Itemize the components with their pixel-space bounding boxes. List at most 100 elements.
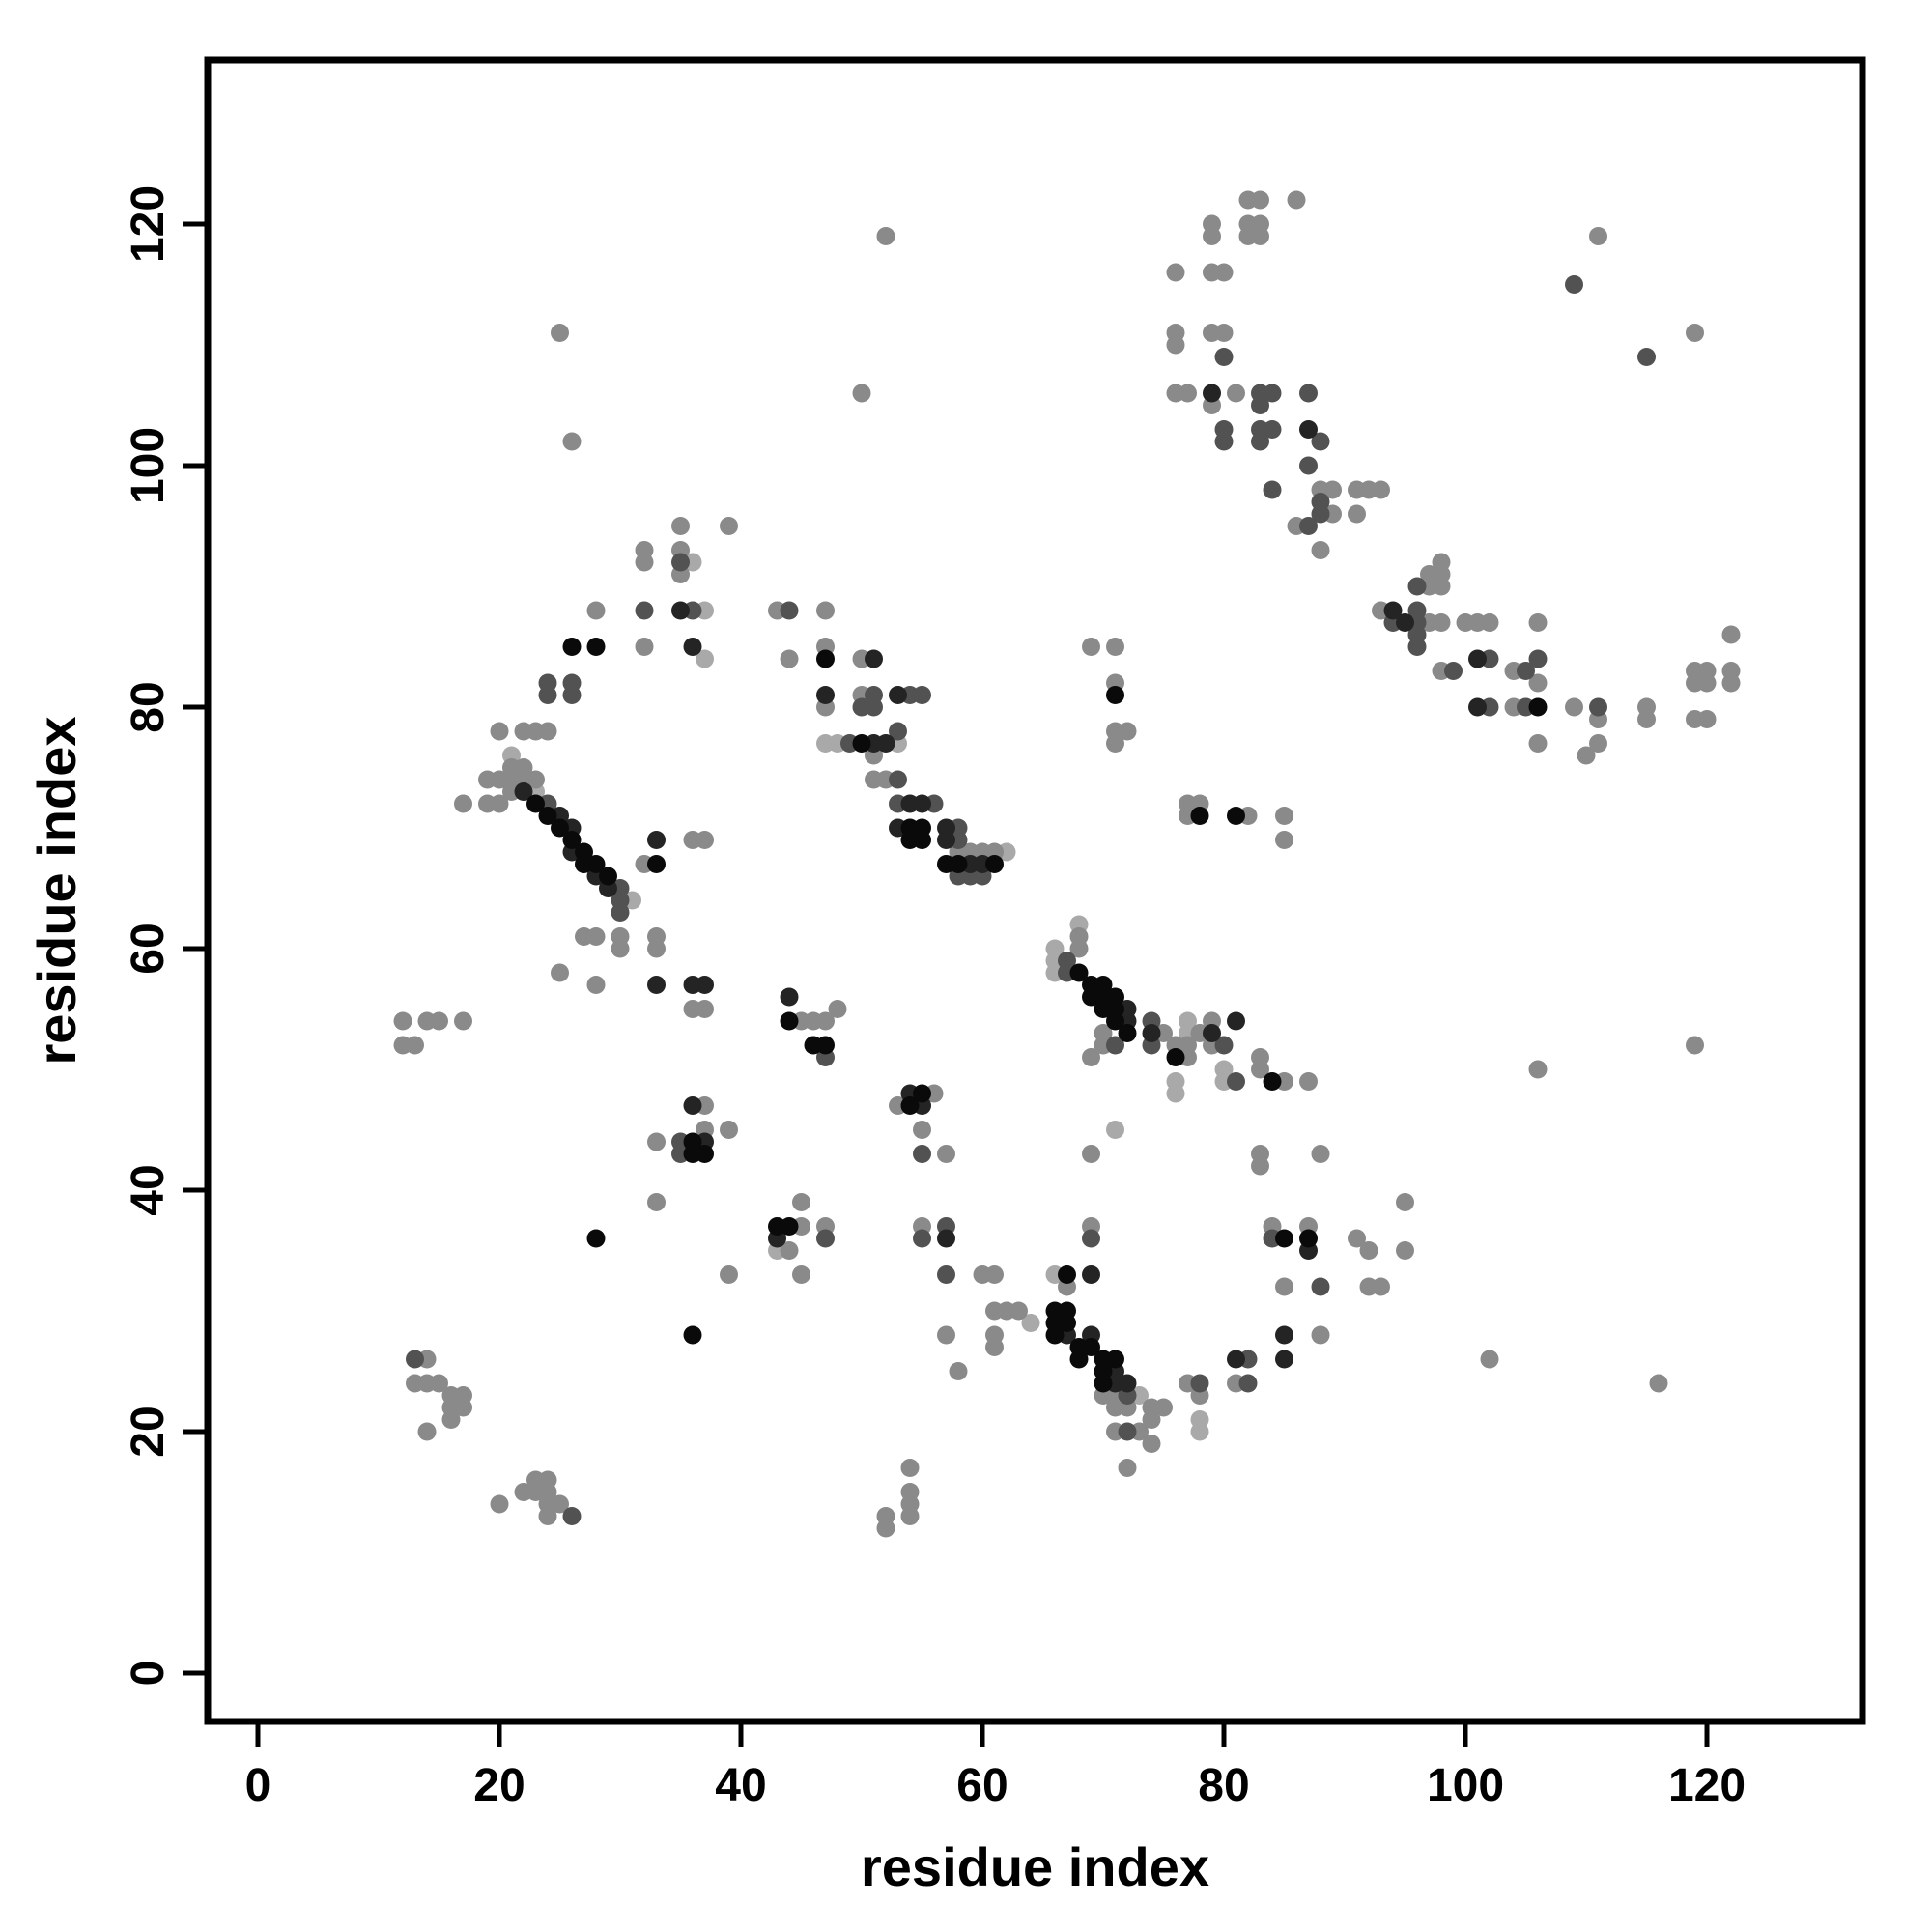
data-point (780, 601, 799, 620)
data-point (611, 939, 630, 958)
data-point (1094, 1374, 1113, 1393)
data-point (1686, 324, 1704, 342)
data-point (1021, 1314, 1040, 1332)
data-point (562, 831, 582, 849)
data-point (1275, 807, 1293, 825)
plot-frame (204, 56, 1866, 1725)
y-axis-tick-label: 60 (123, 923, 174, 974)
data-point (937, 831, 955, 849)
data-point (1214, 1036, 1234, 1055)
data-point (913, 1121, 931, 1139)
data-point (1069, 939, 1089, 958)
data-point (780, 1217, 799, 1236)
data-point (454, 794, 472, 813)
x-axis-title: residue index (861, 1836, 1209, 1897)
data-point (562, 1507, 582, 1525)
data-point (720, 517, 738, 535)
data-point (1311, 541, 1330, 559)
y-axis-tick-label: 100 (123, 427, 174, 504)
data-point (1348, 504, 1366, 524)
data-point (1372, 1277, 1390, 1296)
data-point (937, 1265, 955, 1284)
data-point (1166, 335, 1185, 355)
data-point (1009, 1301, 1028, 1321)
data-point (1528, 613, 1548, 632)
data-point (538, 722, 557, 741)
data-point (1407, 577, 1427, 596)
y-axis-tick-label: 80 (123, 681, 174, 732)
data-point (1565, 697, 1583, 717)
data-point (454, 1398, 472, 1417)
data-point (1142, 1024, 1161, 1042)
data-point (1203, 1024, 1221, 1042)
data-point (913, 1084, 931, 1103)
data-point (1227, 1350, 1245, 1369)
x-axis-tick-label: 20 (473, 1760, 525, 1811)
data-point (1407, 638, 1427, 656)
data-point (1589, 697, 1607, 717)
data-point (1106, 734, 1124, 753)
data-point (780, 1011, 799, 1031)
data-point (889, 770, 907, 789)
data-point (1383, 601, 1403, 620)
data-point (562, 432, 582, 451)
data-point (696, 831, 714, 849)
data-point (937, 1325, 955, 1345)
data-point (514, 782, 533, 801)
data-point (1190, 1374, 1209, 1393)
data-point (635, 638, 654, 656)
data-point (1263, 420, 1282, 439)
data-point (696, 1145, 714, 1163)
data-point (865, 697, 883, 717)
data-point (1311, 432, 1330, 451)
data-point (551, 963, 569, 982)
data-point (816, 601, 835, 620)
data-point (647, 1132, 666, 1151)
data-point (876, 1519, 895, 1538)
data-point (1299, 384, 1318, 403)
data-point (538, 686, 557, 704)
data-point (828, 1000, 847, 1018)
data-point (406, 1036, 424, 1055)
data-point (1432, 613, 1451, 632)
data-point (526, 794, 545, 813)
data-point (1275, 1229, 1293, 1248)
data-point (1589, 227, 1607, 245)
data-point (696, 649, 714, 668)
data-point (900, 1096, 920, 1115)
data-point (780, 1241, 799, 1260)
data-point (1637, 348, 1656, 366)
data-point (780, 987, 799, 1007)
data-point (1058, 1314, 1076, 1332)
data-point (1528, 1060, 1548, 1079)
data-point (1069, 963, 1089, 982)
data-point (913, 1145, 931, 1163)
data-point (1082, 1145, 1100, 1163)
data-point (1227, 1072, 1245, 1091)
data-point (1179, 384, 1197, 403)
data-point (1227, 807, 1245, 825)
data-point (1142, 1435, 1161, 1453)
data-point (538, 1507, 557, 1525)
data-point (1299, 517, 1318, 535)
data-point (683, 1325, 702, 1345)
data-point (1396, 613, 1414, 632)
data-point (1311, 504, 1330, 524)
data-point (937, 1145, 955, 1163)
data-point (816, 686, 835, 704)
data-point (551, 818, 569, 838)
data-point (562, 638, 582, 656)
data-point (406, 1350, 424, 1369)
data-point (889, 686, 907, 704)
data-point (949, 1362, 968, 1380)
data-point (1396, 1241, 1414, 1260)
data-point (454, 1011, 472, 1031)
data-point (562, 686, 582, 704)
data-point (1697, 710, 1717, 728)
data-point (538, 807, 557, 825)
data-point (586, 855, 606, 873)
data-point (1480, 613, 1499, 632)
data-point (696, 976, 714, 994)
data-point (865, 649, 883, 668)
